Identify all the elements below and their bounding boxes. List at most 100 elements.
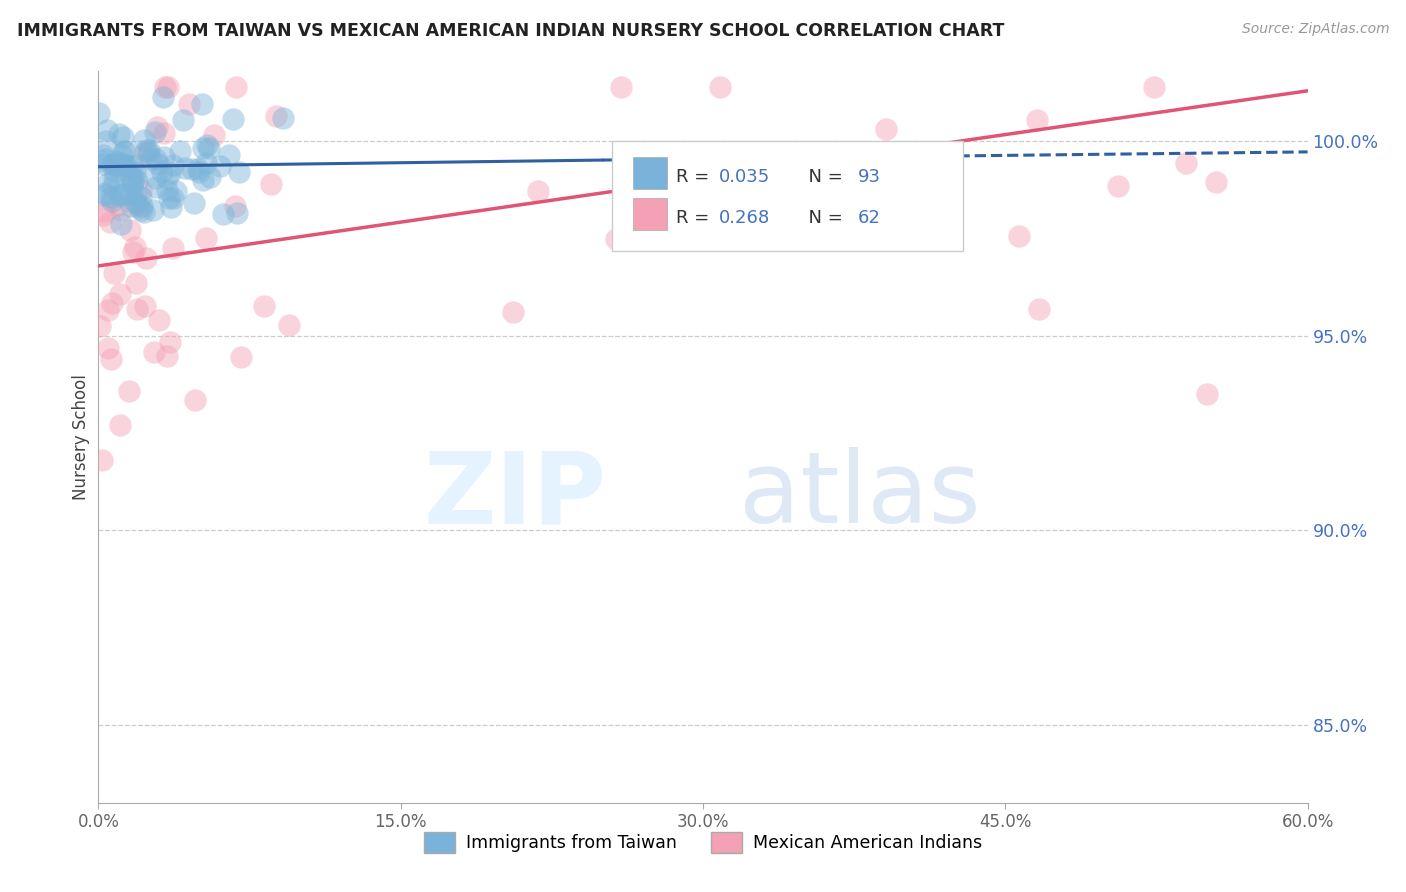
Point — [103, 156, 125, 170]
Point — [129, 183, 152, 197]
Point — [183, 196, 205, 211]
Point — [153, 79, 176, 94]
Point — [122, 174, 145, 188]
Legend: Immigrants from Taiwan, Mexican American Indians: Immigrants from Taiwan, Mexican American… — [418, 825, 988, 860]
FancyBboxPatch shape — [633, 157, 668, 189]
Point — [114, 144, 136, 158]
Point — [90, 154, 112, 169]
Point — [1205, 175, 1227, 189]
Text: 0.035: 0.035 — [718, 169, 770, 186]
Text: 62: 62 — [858, 210, 880, 227]
Point — [100, 190, 122, 204]
Point — [228, 165, 250, 179]
Point — [135, 144, 157, 158]
Text: Source: ZipAtlas.com: Source: ZipAtlas.com — [1241, 22, 1389, 37]
Point — [153, 150, 176, 164]
Point — [169, 144, 191, 158]
Point — [101, 179, 124, 194]
Point — [209, 159, 232, 173]
Point — [225, 79, 247, 94]
Point — [156, 170, 179, 185]
Point — [108, 189, 131, 203]
Point — [194, 231, 217, 245]
Text: R =: R = — [676, 169, 716, 186]
Point — [122, 172, 145, 186]
Point — [187, 162, 209, 177]
Point — [145, 125, 167, 139]
Point — [142, 344, 165, 359]
Point — [183, 393, 205, 408]
Point — [266, 109, 288, 123]
Point — [717, 223, 740, 237]
Point — [841, 151, 863, 165]
Point — [93, 186, 115, 200]
Point — [157, 191, 180, 205]
Point — [112, 158, 135, 172]
Point — [110, 160, 132, 174]
Point — [103, 170, 125, 185]
Point — [139, 152, 162, 166]
Text: 93: 93 — [858, 169, 880, 186]
Point — [125, 174, 148, 188]
Point — [124, 277, 146, 291]
Point — [172, 113, 194, 128]
Point — [120, 169, 142, 184]
Point — [96, 123, 118, 137]
Point — [91, 208, 114, 222]
Point — [166, 184, 188, 198]
Point — [120, 186, 142, 201]
Point — [104, 158, 127, 172]
Point — [122, 244, 145, 259]
Point — [153, 126, 176, 140]
Point — [89, 319, 111, 334]
Point — [97, 176, 120, 190]
Point — [610, 79, 633, 94]
Text: ZIP: ZIP — [423, 447, 606, 544]
Point — [110, 218, 132, 232]
Text: atlas: atlas — [740, 447, 981, 544]
Point — [152, 90, 174, 104]
Point — [108, 186, 131, 201]
Point — [124, 164, 146, 178]
FancyBboxPatch shape — [613, 141, 963, 251]
Point — [162, 241, 184, 255]
Point — [104, 165, 127, 179]
Point — [120, 198, 142, 212]
Point — [112, 187, 135, 202]
Point — [108, 286, 131, 301]
Point — [253, 299, 276, 313]
Point — [111, 155, 134, 169]
Point — [527, 184, 550, 198]
Point — [145, 152, 167, 166]
Point — [148, 313, 170, 327]
Point — [110, 203, 132, 218]
Point — [124, 194, 146, 208]
Point — [156, 349, 179, 363]
Point — [101, 194, 124, 209]
Point — [91, 157, 114, 171]
Point — [127, 301, 149, 316]
Point — [141, 203, 163, 218]
Point — [111, 129, 134, 144]
Point — [108, 127, 131, 141]
Point — [225, 205, 247, 219]
Point — [198, 170, 221, 185]
Point — [125, 188, 148, 202]
Point — [159, 166, 181, 180]
Point — [101, 296, 124, 310]
Point — [146, 156, 169, 170]
Point — [159, 334, 181, 349]
Point — [94, 187, 117, 202]
Point — [502, 305, 524, 319]
Point — [96, 302, 118, 317]
Point — [93, 203, 115, 218]
Point — [1175, 156, 1198, 170]
Point — [191, 96, 214, 111]
Point — [136, 145, 159, 160]
Point — [156, 183, 179, 197]
Point — [94, 153, 117, 167]
Point — [96, 134, 118, 148]
Point — [229, 350, 252, 364]
Point — [177, 97, 200, 112]
Point — [271, 111, 294, 125]
